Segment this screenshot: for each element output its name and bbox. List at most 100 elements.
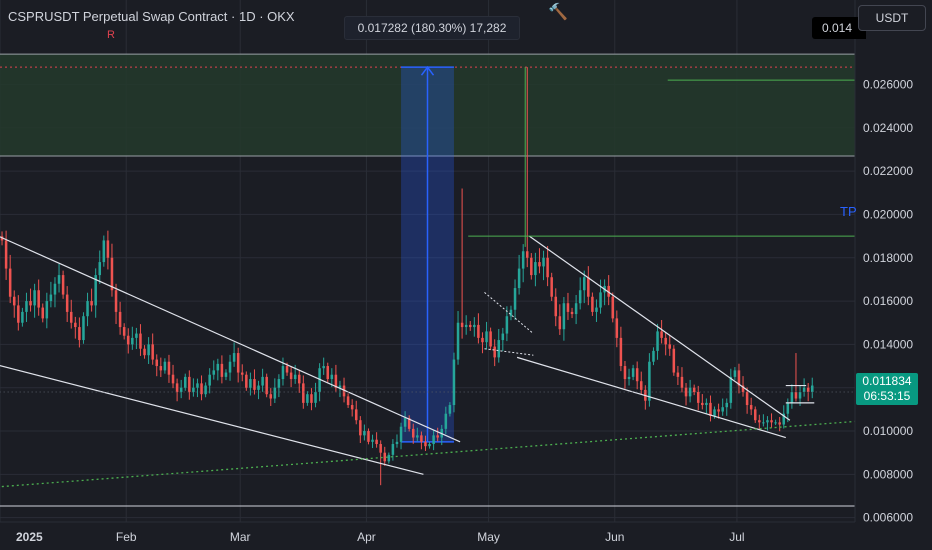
candle-body <box>464 324 468 328</box>
candle-body <box>346 396 350 406</box>
candle-body <box>733 370 737 377</box>
candle-body <box>61 275 65 295</box>
candle-body <box>672 348 676 373</box>
candle-body <box>444 413 448 429</box>
candle-body <box>175 383 179 393</box>
candle-body <box>599 292 602 308</box>
candle-body <box>273 387 277 399</box>
candle-body <box>69 311 73 323</box>
candle-body <box>721 407 724 412</box>
candle-body <box>314 392 317 403</box>
candle-body <box>196 383 199 388</box>
candle-body <box>631 368 635 377</box>
candle-body <box>45 301 49 319</box>
candle-body <box>745 392 749 406</box>
candle-body <box>147 344 150 356</box>
candle-body <box>126 335 130 345</box>
candle-body <box>257 385 260 390</box>
candle-body <box>204 385 207 395</box>
candle-body <box>82 316 85 341</box>
candle-body <box>212 370 216 375</box>
candle-body <box>302 383 305 403</box>
candle-body <box>411 428 415 438</box>
candle-body <box>387 454 391 462</box>
price-axis[interactable]: 0.026000 0.024000 0.022000 0.020000 0.018000… <box>854 0 932 550</box>
candle-body <box>766 420 769 423</box>
candle-body <box>534 262 537 276</box>
candle-body <box>131 337 134 345</box>
candle-body <box>12 296 16 306</box>
price-tick-label: 0.018000 <box>863 251 913 265</box>
currency-button[interactable]: USDT <box>858 5 926 31</box>
candle-body <box>664 337 667 345</box>
candle-body <box>78 327 81 341</box>
resistance-label: R <box>107 29 115 41</box>
dotted-pattern-1 <box>484 292 534 334</box>
candle-body <box>143 348 146 356</box>
candle-body <box>236 353 240 373</box>
candle-body <box>525 251 529 258</box>
candle-body <box>249 379 252 388</box>
time-tick-label: Apr <box>357 530 376 544</box>
candle-body <box>285 366 289 373</box>
bar-countdown: 06:53:15 <box>863 389 911 403</box>
candle-body <box>558 316 562 330</box>
candle-body <box>98 262 102 276</box>
price-tick-label: 0.006000 <box>863 511 913 525</box>
candle-body <box>94 275 97 306</box>
candle-body <box>416 435 419 438</box>
candle-body <box>481 337 484 343</box>
price-tick-label: 0.022000 <box>863 164 913 178</box>
price-tick-label: 0.016000 <box>863 294 913 308</box>
symbol-title[interactable]: CSPRUSDT Perpetual Swap Contract · 1D · … <box>8 9 295 24</box>
candle-body <box>802 387 806 393</box>
candle-body <box>159 366 163 371</box>
candle-body <box>57 275 61 284</box>
candle-body <box>436 435 439 438</box>
candle-body <box>74 322 77 328</box>
candle-body <box>155 359 159 367</box>
candle-body <box>473 324 476 328</box>
candle-body <box>542 257 545 267</box>
candle-body <box>497 340 501 358</box>
candle-body <box>37 290 40 308</box>
candle-body <box>623 366 627 380</box>
candle-body <box>607 285 610 297</box>
candle-body <box>395 441 399 445</box>
hammer-icon[interactable]: 🔨 <box>548 4 568 21</box>
candle-body <box>810 385 814 393</box>
candle-body <box>477 324 480 338</box>
time-axis[interactable]: 2025 Feb Mar Apr May Jun Jul <box>0 521 932 550</box>
candle-body <box>587 277 590 297</box>
candle-body <box>786 402 790 414</box>
candle-body <box>493 346 496 358</box>
candle-body <box>770 420 773 423</box>
candle-body <box>521 251 525 269</box>
trendlines <box>0 67 876 507</box>
candle-body <box>741 385 745 393</box>
candle-body <box>546 257 549 278</box>
candle-body <box>591 296 594 312</box>
candle-body <box>554 296 558 317</box>
candle-body <box>310 394 313 403</box>
candle-body <box>709 402 712 416</box>
candle-body <box>326 366 330 380</box>
price-tick-label: 0.008000 <box>863 467 913 481</box>
candle-body <box>432 435 435 445</box>
candle-body <box>778 422 781 425</box>
price-tick-label: 0.024000 <box>863 121 913 135</box>
time-tick-label: Feb <box>116 530 137 544</box>
candle-body <box>513 288 517 310</box>
candle-body <box>21 311 24 323</box>
candle-body <box>448 405 452 414</box>
candle-body <box>424 441 427 447</box>
candle-body <box>774 422 777 424</box>
candle-body <box>648 361 651 401</box>
candle-body <box>41 307 45 319</box>
drawing-layer <box>0 53 855 443</box>
candle-body <box>428 444 431 447</box>
candle-body <box>684 387 688 397</box>
time-axis-bg <box>0 522 932 550</box>
